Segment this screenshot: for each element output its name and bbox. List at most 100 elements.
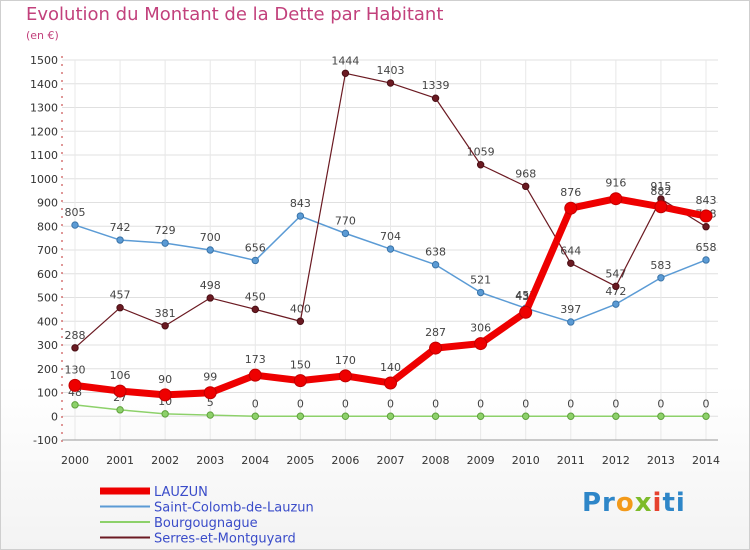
y-tick-label: -100 [33,434,58,447]
data-point [564,201,578,215]
data-label: 1339 [422,79,450,92]
x-tick-label: 2007 [377,454,405,467]
data-point [341,69,350,78]
data-label: 876 [560,186,581,199]
data-point [251,305,259,314]
data-label: 400 [290,302,311,315]
data-label: 397 [560,303,581,316]
legend-label: LAUZUN [154,485,208,500]
data-label: 472 [605,285,626,298]
data-label: 498 [200,279,221,292]
data-label: 0 [387,397,394,410]
data-point [161,410,169,418]
data-label: 742 [110,221,131,234]
data-point [612,412,620,420]
data-label: 547 [605,267,626,280]
data-point [702,256,710,264]
legend-label: Serres-et-Montguyard [154,532,296,547]
data-point [341,229,350,238]
y-tick-label: 1300 [30,102,58,115]
y-tick-label: 300 [37,339,58,352]
x-tick-label: 2013 [647,454,675,467]
x-tick-label: 2003 [196,454,224,467]
data-label: 130 [65,363,86,376]
x-tick-label: 2012 [602,454,630,467]
x-tick-label: 2001 [106,454,134,467]
data-label: 843 [290,197,311,210]
data-point [296,412,305,420]
data-label: 90 [158,373,172,386]
y-tick-label: 500 [37,292,58,305]
data-point [384,376,397,390]
data-label: 450 [245,290,266,303]
data-point [702,223,710,231]
data-point [386,245,395,253]
data-point [341,412,350,420]
y-tick-label: 100 [37,387,58,400]
data-point [248,368,262,382]
y-tick-label: 1200 [30,125,58,138]
data-point [476,288,485,297]
x-tick-label: 2006 [331,454,359,467]
x-tick-label: 2009 [467,454,495,467]
data-label: 521 [470,274,491,287]
data-point [251,412,259,420]
data-point [251,256,259,265]
data-label: 381 [155,307,176,320]
data-label: 968 [515,167,536,180]
data-point [206,411,214,419]
data-label: 0 [297,397,304,410]
y-tick-label: 900 [37,197,58,210]
data-label: 0 [432,397,439,410]
x-tick-label: 2005 [286,454,314,467]
data-point [702,412,710,420]
data-label: 0 [252,397,259,410]
data-label: 173 [245,353,266,366]
data-label: 882 [650,185,671,198]
data-label: 0 [612,397,619,410]
data-point [206,246,214,254]
data-point [567,412,575,420]
y-tick-label: 1100 [30,149,58,162]
data-point [113,384,127,398]
data-point [612,282,620,291]
y-tick-label: 1000 [30,173,58,186]
y-tick-label: 0 [51,410,58,423]
data-point [612,300,620,308]
x-tick-label: 2008 [422,454,450,467]
data-point [338,369,352,383]
data-point [476,412,485,420]
data-label: 729 [155,224,176,237]
data-point [567,259,575,267]
data-point [116,406,124,414]
data-point [431,94,440,102]
data-label: 805 [65,206,86,219]
y-tick-label: 800 [37,220,58,233]
y-tick-label: 600 [37,268,58,281]
y-tick-label: 200 [37,363,58,376]
data-label: 658 [696,241,717,254]
data-label: 638 [425,246,446,259]
data-point [161,239,169,247]
data-label: 0 [342,397,349,410]
data-point [158,388,172,402]
data-point [657,412,665,420]
data-point [161,322,169,330]
data-label: 287 [425,326,446,339]
data-label: 306 [470,322,491,335]
data-point [68,378,82,392]
data-label: 5 [207,396,214,409]
data-point [699,209,713,223]
data-label: 0 [567,397,574,410]
data-label: 915 [650,180,671,193]
data-point [609,192,623,206]
data-label: 140 [380,361,401,374]
chart-title: Evolution du Montant de la Dette par Hab… [26,4,444,25]
x-tick-label: 2002 [151,454,179,467]
data-label: 288 [65,329,86,342]
data-point [522,412,530,420]
data-label: 700 [200,231,221,244]
data-point [296,212,305,220]
data-label: 106 [110,369,131,382]
